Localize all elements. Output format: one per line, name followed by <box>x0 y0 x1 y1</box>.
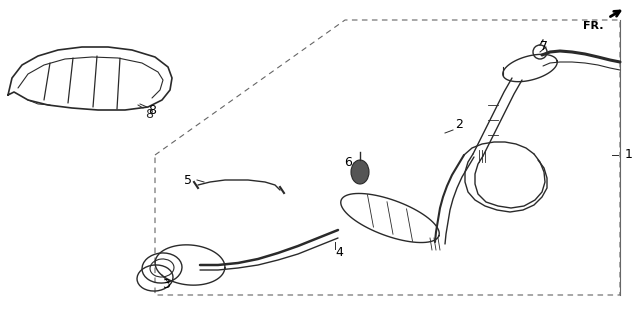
Text: FR.: FR. <box>582 21 603 31</box>
Text: 5: 5 <box>184 174 192 187</box>
Text: 8: 8 <box>148 103 156 116</box>
Text: 6: 6 <box>344 155 352 168</box>
Ellipse shape <box>351 160 369 184</box>
Text: 1: 1 <box>625 149 633 161</box>
Text: 7: 7 <box>540 40 548 53</box>
Text: 4: 4 <box>335 246 343 258</box>
Text: 3: 3 <box>162 278 170 292</box>
Text: 2: 2 <box>455 118 463 131</box>
Text: 8: 8 <box>145 108 153 121</box>
